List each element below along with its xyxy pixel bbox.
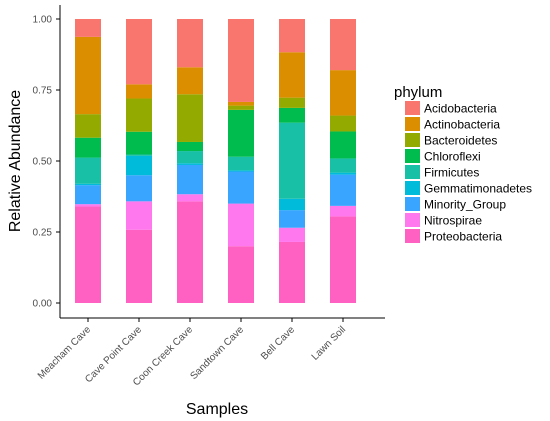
bar-segment-meacham-cave-minority-group — [75, 185, 101, 205]
bar-segment-cave-point-cave-bacteroidetes — [126, 98, 152, 132]
bar-segment-sandtown-cave-nitrospirae — [228, 203, 254, 247]
bar-segment-bell-cave-actinobacteria — [279, 52, 305, 98]
bar-segment-sandtown-cave-gemmatimonadetes — [228, 170, 254, 172]
x-axis-title: Samples — [186, 401, 248, 418]
bar-segment-cave-point-cave-proteobacteria — [126, 229, 152, 303]
bar-segment-lawn-soil-acidobacteria — [330, 19, 356, 71]
legend-label-proteobacteria: Proteobacteria — [424, 230, 502, 244]
y-tick-label: 0.00 — [33, 299, 53, 310]
legend-label-bacteroidetes: Bacteroidetes — [424, 134, 497, 148]
legend-label-chloroflexi: Chloroflexi — [424, 150, 481, 164]
bar-segment-meacham-cave-acidobacteria — [75, 19, 101, 37]
bar-segment-bell-cave-bacteroidetes — [279, 97, 305, 108]
bar-segment-sandtown-cave-chloroflexi — [228, 109, 254, 157]
y-tick-label: 0.75 — [33, 86, 53, 97]
bar-segment-bell-cave-firmicutes — [279, 122, 305, 199]
legend-swatch-proteobacteria — [405, 229, 420, 243]
bar-segment-lawn-soil-proteobacteria — [330, 216, 356, 303]
legend-swatch-chloroflexi — [405, 149, 420, 163]
y-ticks-group: 0.00 0.25 0.50 0.75 1.00 — [33, 15, 60, 310]
bar-segment-lawn-soil-bacteroidetes — [330, 115, 356, 132]
bar-segment-meacham-cave-actinobacteria — [75, 36, 101, 115]
bar-segment-coon-creek-cave-proteobacteria — [177, 201, 203, 303]
legend: phylum Acidobacteria Actinobacteria Bacter… — [394, 84, 532, 244]
x-tick-label-lawn-soil: Lawn Soil — [310, 324, 348, 362]
bar-segment-bell-cave-nitrospirae — [279, 227, 305, 242]
bar-segment-coon-creek-cave-actinobacteria — [177, 67, 203, 95]
bar-segment-meacham-cave-proteobacteria — [75, 206, 101, 303]
bar-segment-bell-cave-proteobacteria — [279, 241, 305, 303]
bar-segment-cave-point-cave-chloroflexi — [126, 131, 152, 155]
legend-swatch-firmicutes — [405, 165, 420, 179]
bar-segment-cave-point-cave-gemmatimonadetes — [126, 155, 152, 176]
bar-segment-bell-cave-acidobacteria — [279, 19, 305, 53]
bar-segment-bell-cave-chloroflexi — [279, 107, 305, 123]
bar-segment-cave-point-cave-firmicutes — [126, 154, 152, 156]
bar-segment-coon-creek-cave-gemmatimonadetes — [177, 163, 203, 165]
bar-segment-lawn-soil-nitrospirae — [330, 205, 356, 217]
y-tick-label: 0.50 — [33, 157, 53, 168]
legend-swatch-gemmatimonadetes — [405, 181, 420, 195]
bar-segment-lawn-soil-actinobacteria — [330, 70, 356, 116]
legend-swatch-nitrospirae — [405, 213, 420, 227]
bar-segment-cave-point-cave-minority-group — [126, 175, 152, 202]
bar-segment-meacham-cave-nitrospirae — [75, 204, 101, 207]
bar-segment-bell-cave-minority-group — [279, 210, 305, 228]
y-axis-title: Relative Abundance — [7, 90, 24, 232]
y-tick-label: 0.25 — [33, 228, 53, 239]
legend-label-nitrospirae: Nitrospirae — [424, 214, 482, 228]
bar-segment-lawn-soil-gemmatimonadetes — [330, 172, 356, 175]
bar-segment-bell-cave-gemmatimonadetes — [279, 198, 305, 211]
bar-segment-sandtown-cave-firmicutes — [228, 156, 254, 171]
legend-swatch-actinobacteria — [405, 117, 420, 131]
bar-segment-lawn-soil-minority-group — [330, 174, 356, 206]
bars-group — [75, 19, 356, 303]
legend-title: phylum — [394, 84, 442, 101]
x-tick-label-bell-cave: Bell Cave — [259, 324, 297, 362]
bar-segment-sandtown-cave-actinobacteria — [228, 101, 254, 106]
x-tick-label-sandtown-cave: Sandtown Cave — [188, 324, 246, 382]
x-tick-label-meacham-cave: Meacham Cave — [36, 324, 94, 382]
legend-label-firmicutes: Firmicutes — [424, 166, 479, 180]
bar-segment-meacham-cave-gemmatimonadetes — [75, 183, 101, 186]
bar-segment-sandtown-cave-bacteroidetes — [228, 105, 254, 110]
bar-segment-sandtown-cave-acidobacteria — [228, 19, 254, 102]
bar-segment-lawn-soil-firmicutes — [330, 158, 356, 173]
legend-swatch-bacteroidetes — [405, 133, 420, 147]
bar-segment-meacham-cave-chloroflexi — [75, 137, 101, 158]
bar-segment-coon-creek-cave-minority-group — [177, 164, 203, 195]
legend-label-gemmatimonadetes: Gemmatimonadetes — [424, 182, 532, 196]
bar-segment-coon-creek-cave-bacteroidetes — [177, 94, 203, 142]
legend-label-minority-group: Minority_Group — [424, 198, 506, 212]
bar-segment-cave-point-cave-nitrospirae — [126, 201, 152, 230]
legend-label-actinobacteria: Actinobacteria — [424, 118, 500, 132]
bar-segment-coon-creek-cave-firmicutes — [177, 151, 203, 164]
legend-label-acidobacteria: Acidobacteria — [424, 102, 497, 116]
bar-segment-cave-point-cave-actinobacteria — [126, 84, 152, 99]
bar-segment-sandtown-cave-proteobacteria — [228, 246, 254, 303]
bar-segment-cave-point-cave-acidobacteria — [126, 19, 152, 85]
bar-segment-coon-creek-cave-chloroflexi — [177, 141, 203, 152]
y-tick-label: 1.00 — [33, 15, 53, 26]
legend-swatch-acidobacteria — [405, 101, 420, 115]
legend-swatch-minority-group — [405, 197, 420, 211]
bar-segment-coon-creek-cave-nitrospirae — [177, 194, 203, 202]
bar-segment-sandtown-cave-minority-group — [228, 171, 254, 204]
bar-segment-coon-creek-cave-acidobacteria — [177, 19, 203, 68]
bar-segment-meacham-cave-bacteroidetes — [75, 114, 101, 138]
bar-segment-meacham-cave-firmicutes — [75, 157, 101, 184]
bar-segment-lawn-soil-chloroflexi — [330, 131, 356, 159]
